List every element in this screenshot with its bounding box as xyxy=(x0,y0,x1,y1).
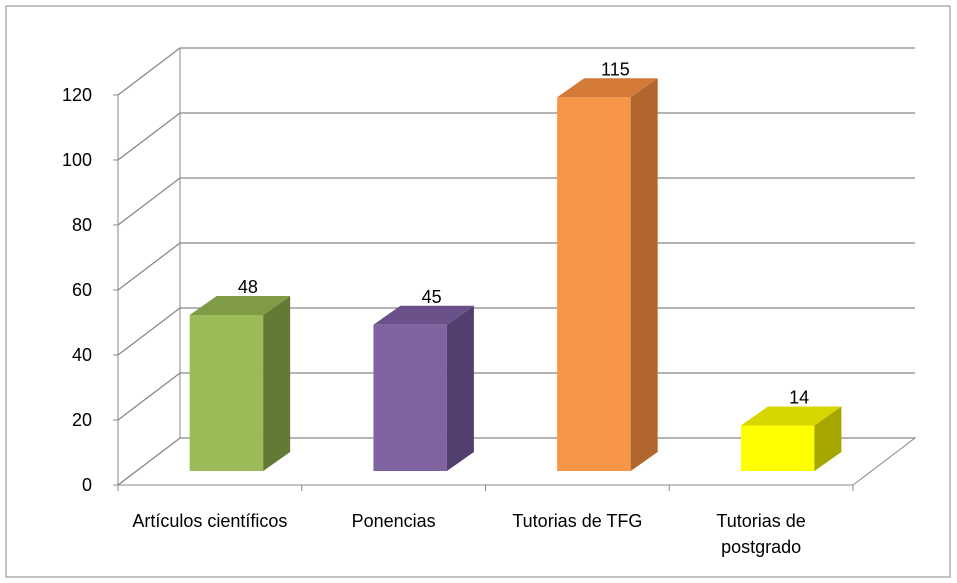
bar-front xyxy=(373,324,447,471)
grid-line xyxy=(117,437,915,486)
bar-front xyxy=(740,425,815,471)
bar-side xyxy=(263,296,291,471)
bar-top xyxy=(557,78,658,98)
grid-line xyxy=(117,242,915,291)
y-tick-label: 100 xyxy=(62,150,92,170)
x-tick-label: Artículos científicos xyxy=(132,511,288,531)
y-tick-label: 60 xyxy=(72,280,92,300)
bar-front xyxy=(189,315,264,471)
bar-side xyxy=(446,305,474,471)
y-tick-label: 80 xyxy=(72,215,92,235)
value-label: 45 xyxy=(422,287,442,307)
bar-side xyxy=(814,406,842,471)
frame xyxy=(5,5,951,578)
bar-top xyxy=(740,406,842,426)
bar-top xyxy=(189,296,291,315)
value-label: 14 xyxy=(789,388,809,408)
y-tick-label: 120 xyxy=(62,85,92,105)
grid-line xyxy=(117,307,915,356)
grid-line xyxy=(117,112,915,161)
grid-line xyxy=(117,177,915,226)
grid-line xyxy=(117,47,915,96)
y-tick-label: 20 xyxy=(72,410,92,430)
x-tick-label: Ponencias xyxy=(351,511,436,531)
y-tick-label: 40 xyxy=(72,345,92,365)
bar xyxy=(557,78,658,471)
value-label: 48 xyxy=(238,277,258,297)
y-tick-label: 0 xyxy=(82,475,92,495)
grid-line xyxy=(117,372,915,421)
x-tick-label: Tutorias de postgrado xyxy=(716,511,806,557)
bar-top xyxy=(373,305,474,325)
value-label: 115 xyxy=(601,59,630,79)
x-tick-label: Tutorias de TFG xyxy=(512,511,643,531)
bar-side xyxy=(630,78,658,471)
bar xyxy=(373,305,474,471)
bar xyxy=(189,296,291,471)
bar xyxy=(740,406,842,471)
bar-front xyxy=(557,97,631,471)
